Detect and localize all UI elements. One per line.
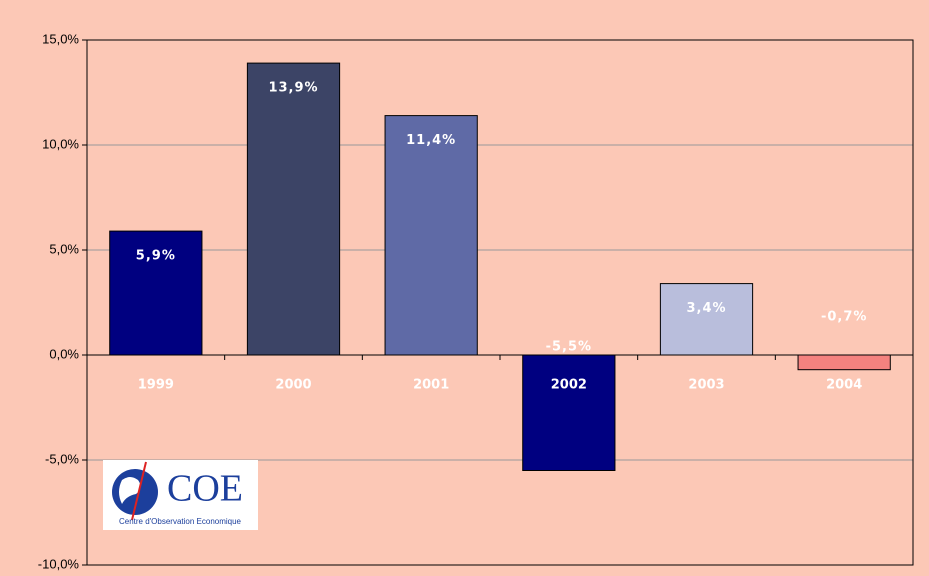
x-tick-label: 2003 bbox=[688, 378, 724, 393]
x-tick-label: 1999 bbox=[138, 378, 174, 393]
bar bbox=[522, 354, 616, 471]
value-label: 3,4% bbox=[686, 301, 726, 316]
y-tick-label: 5,0% bbox=[49, 241, 79, 256]
logo-land bbox=[119, 477, 141, 504]
value-label: 5,9% bbox=[136, 249, 176, 264]
bar bbox=[384, 115, 478, 356]
bar bbox=[109, 230, 203, 356]
y-tick-label: -5,0% bbox=[45, 451, 79, 466]
y-tick-label: 15,0% bbox=[42, 31, 79, 46]
value-label: 11,4% bbox=[406, 133, 456, 148]
logo-title: COE bbox=[167, 468, 243, 510]
plot-border bbox=[86, 39, 914, 566]
y-tick-label: -10,0% bbox=[38, 556, 80, 571]
x-tick-label: 2002 bbox=[551, 378, 587, 393]
y-tick-label: 10,0% bbox=[42, 136, 79, 151]
x-tick-label: 2004 bbox=[826, 378, 862, 393]
y-tick-label: 0,0% bbox=[49, 346, 79, 361]
value-label: -0,7% bbox=[821, 310, 867, 325]
logo-subtitle: Centre d'Observation Economique bbox=[119, 517, 242, 526]
x-tick-label: 2000 bbox=[275, 378, 311, 393]
logo: COE Centre d'Observation Economique bbox=[103, 460, 258, 530]
logo-stroke bbox=[131, 461, 147, 521]
x-tick-label: 2001 bbox=[413, 378, 449, 393]
bar bbox=[797, 354, 891, 371]
bar bbox=[659, 283, 754, 356]
value-label: -5,5% bbox=[546, 340, 592, 355]
value-label: 13,9% bbox=[268, 81, 318, 96]
bar bbox=[246, 62, 341, 356]
